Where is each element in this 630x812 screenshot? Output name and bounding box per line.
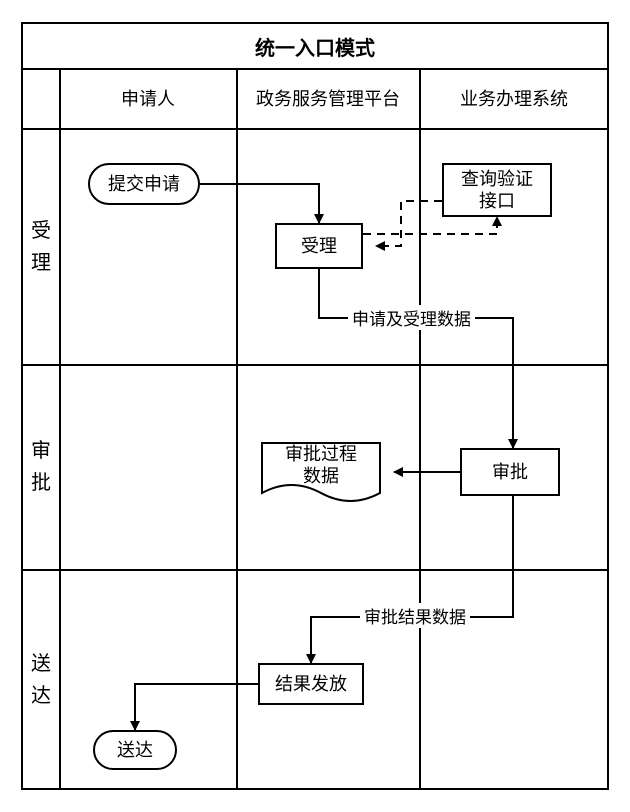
node-procdata: 审批过程数据 (262, 443, 380, 487)
col-header-2: 业务办理系统 (424, 69, 604, 129)
edge-submit-to-accept (200, 184, 319, 223)
node-deliver: 送达 (93, 730, 177, 770)
edge-release-to-deliver (135, 684, 258, 730)
node-approve: 审批 (460, 448, 560, 496)
edge-approve-down-to-release (311, 496, 513, 663)
node-release: 结果发放 (258, 663, 364, 705)
col-header-0: 申请人 (58, 69, 238, 129)
diagram-title: 统一入口模式 (22, 23, 608, 69)
edge-label-result_data: 审批结果数据 (360, 603, 470, 628)
node-submit: 提交申请 (88, 163, 200, 205)
row-header-1: 审批 (31, 435, 51, 499)
node-accept: 受理 (275, 223, 363, 269)
edge-accept-down-right (319, 269, 513, 448)
col-header-1: 政务服务管理平台 (238, 69, 418, 129)
edge-accept-to-verify-up (363, 217, 497, 234)
node-verify: 查询验证接口 (442, 163, 552, 217)
row-header-0: 受理 (31, 215, 51, 279)
row-header-2: 送达 (31, 648, 51, 712)
edge-verify-to-accept-back (376, 201, 442, 246)
edge-label-apply_data: 申请及受理数据 (348, 305, 475, 330)
